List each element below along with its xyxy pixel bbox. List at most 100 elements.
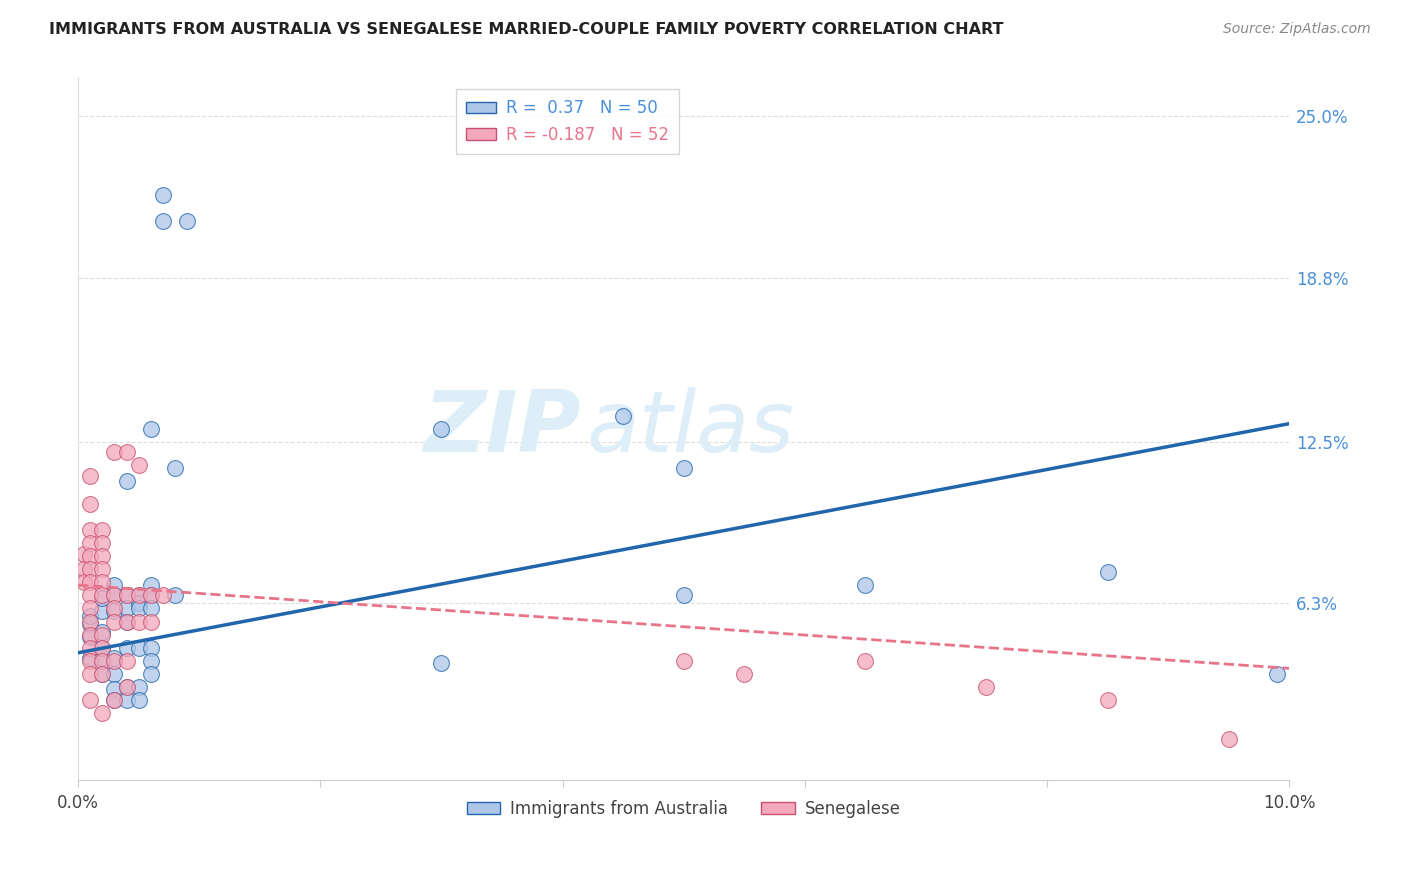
Point: [733, 666, 755, 681]
Point: [91, 604, 114, 618]
Point: [139, 578, 162, 592]
Point: [163, 461, 186, 475]
Point: [853, 578, 876, 592]
Point: [79, 615, 101, 629]
Point: [115, 615, 138, 629]
Point: [128, 458, 150, 473]
Point: [103, 692, 125, 706]
Point: [79, 524, 101, 538]
Point: [430, 656, 453, 670]
Point: [79, 536, 101, 550]
Point: [672, 461, 695, 475]
Point: [91, 591, 114, 605]
Point: [152, 213, 174, 227]
Point: [91, 654, 114, 668]
Point: [139, 654, 162, 668]
Point: [103, 666, 125, 681]
Point: [115, 692, 138, 706]
Point: [103, 445, 125, 459]
Point: [91, 575, 114, 590]
Point: [91, 562, 114, 576]
Point: [1265, 666, 1288, 681]
Point: [103, 651, 125, 665]
Point: [128, 589, 150, 603]
Text: IMMIGRANTS FROM AUSTRALIA VS SENEGALESE MARRIED-COUPLE FAMILY POVERTY CORRELATIO: IMMIGRANTS FROM AUSTRALIA VS SENEGALESE …: [49, 22, 1004, 37]
Point: [672, 589, 695, 603]
Point: [128, 601, 150, 615]
Point: [1097, 692, 1119, 706]
Point: [139, 589, 162, 603]
Point: [79, 601, 101, 615]
Point: [79, 589, 101, 603]
Point: [115, 589, 138, 603]
Point: [139, 422, 162, 436]
Point: [176, 213, 198, 227]
Text: atlas: atlas: [586, 387, 794, 470]
Point: [139, 615, 162, 629]
Point: [79, 654, 101, 668]
Point: [103, 589, 125, 603]
Point: [115, 680, 138, 694]
Point: [73, 575, 96, 590]
Point: [128, 596, 150, 610]
Point: [128, 680, 150, 694]
Point: [91, 666, 114, 681]
Point: [91, 627, 114, 641]
Point: [1218, 731, 1240, 746]
Point: [103, 589, 125, 603]
Point: [139, 589, 162, 603]
Point: [115, 589, 138, 603]
Point: [91, 651, 114, 665]
Point: [672, 654, 695, 668]
Point: [128, 692, 150, 706]
Point: [91, 549, 114, 564]
Point: [91, 640, 114, 655]
Point: [79, 666, 101, 681]
Point: [139, 640, 162, 655]
Point: [103, 615, 125, 629]
Point: [152, 589, 174, 603]
Point: [103, 604, 125, 618]
Point: [103, 692, 125, 706]
Point: [103, 682, 125, 697]
Point: [115, 640, 138, 655]
Point: [73, 562, 96, 576]
Point: [79, 651, 101, 665]
Point: [79, 630, 101, 644]
Point: [128, 589, 150, 603]
Point: [853, 654, 876, 668]
Point: [103, 601, 125, 615]
Point: [612, 409, 634, 423]
Point: [91, 536, 114, 550]
Point: [115, 680, 138, 694]
Point: [79, 640, 101, 655]
Point: [430, 422, 453, 436]
Point: [79, 549, 101, 564]
Point: [115, 445, 138, 459]
Point: [79, 497, 101, 511]
Point: [115, 654, 138, 668]
Point: [103, 654, 125, 668]
Point: [115, 615, 138, 629]
Point: [976, 680, 998, 694]
Point: [79, 562, 101, 576]
Point: [139, 666, 162, 681]
Point: [152, 187, 174, 202]
Legend: Immigrants from Australia, Senegalese: Immigrants from Australia, Senegalese: [460, 793, 907, 825]
Point: [1097, 565, 1119, 579]
Point: [103, 578, 125, 592]
Point: [79, 609, 101, 624]
Point: [79, 627, 101, 641]
Point: [91, 524, 114, 538]
Point: [91, 589, 114, 603]
Text: Source: ZipAtlas.com: Source: ZipAtlas.com: [1223, 22, 1371, 37]
Point: [79, 692, 101, 706]
Point: [79, 617, 101, 632]
Point: [163, 589, 186, 603]
Point: [91, 706, 114, 720]
Point: [73, 547, 96, 561]
Text: ZIP: ZIP: [423, 387, 581, 470]
Point: [91, 624, 114, 639]
Point: [115, 474, 138, 488]
Point: [79, 468, 101, 483]
